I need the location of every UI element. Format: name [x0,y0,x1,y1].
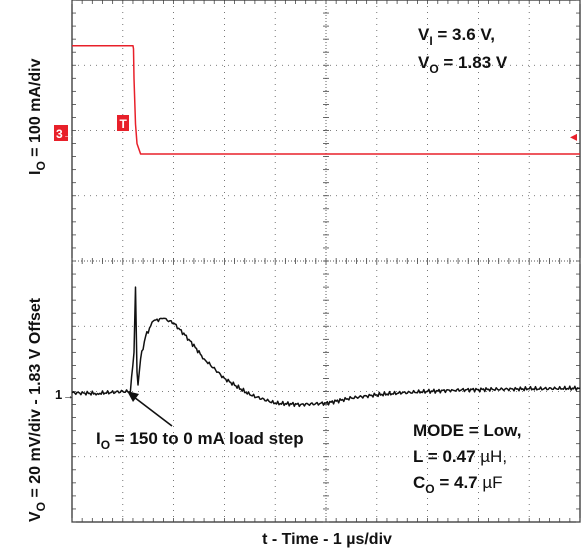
ch3-marker-label: 3 [56,127,63,141]
trigger-level-arrow: ◂ [570,129,577,145]
annotation-arrow [127,391,173,427]
y-axis-label-voltage: VO = 20 mV/div - 1.83 V Offset [27,297,48,522]
condition-mode: MODE = Low, [413,421,521,440]
svg-text:→: → [63,390,74,402]
ch1-marker: 1 → [55,387,74,402]
condition-inductor: L = 0.47 µH, [413,447,507,466]
load-step-annotation: IO = 150 to 0 mA load step [96,429,304,452]
condition-capacitor: CO = 4.7 µF [413,473,503,496]
ch1-marker-label: 1 [55,387,62,402]
svg-text:→: → [63,129,74,141]
condition-vi: VI = 3.6 V, [418,25,495,48]
condition-vo: VO = 1.83 V [418,53,508,76]
traces [71,44,581,408]
trace-ch3 [72,44,580,155]
x-axis-label: t - Time - 1 µs/div [262,531,392,548]
trace-ch1 [71,286,581,408]
ch3-marker: 3 → [54,125,74,141]
trigger-marker: T [117,115,129,131]
svg-text:T: T [120,117,128,131]
y-axis-label-current: IO = 100 mA/div [27,58,48,175]
plot-grid [71,0,581,523]
